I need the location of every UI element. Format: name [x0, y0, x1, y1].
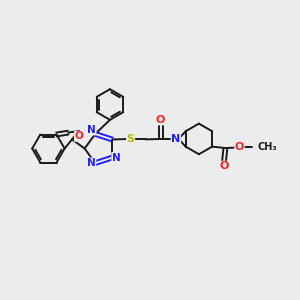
- Text: O: O: [219, 161, 229, 171]
- Text: O: O: [156, 115, 165, 125]
- Text: N: N: [87, 158, 96, 168]
- Text: O: O: [235, 142, 244, 152]
- Text: N: N: [87, 125, 96, 135]
- Text: S: S: [127, 134, 135, 144]
- Text: N: N: [112, 152, 121, 163]
- Text: CH₃: CH₃: [257, 142, 277, 152]
- Text: N: N: [171, 134, 181, 144]
- Text: O: O: [74, 131, 83, 141]
